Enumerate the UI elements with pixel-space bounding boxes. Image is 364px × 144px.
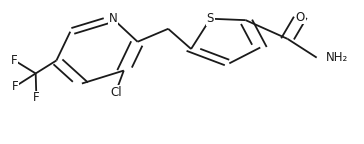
Text: F: F — [11, 54, 18, 67]
Text: F: F — [12, 80, 19, 93]
Text: N: N — [108, 12, 117, 25]
Text: Cl: Cl — [110, 86, 122, 99]
Text: S: S — [207, 12, 214, 25]
Text: NH₂: NH₂ — [326, 51, 348, 64]
Text: O: O — [296, 11, 305, 24]
Text: F: F — [33, 91, 40, 104]
